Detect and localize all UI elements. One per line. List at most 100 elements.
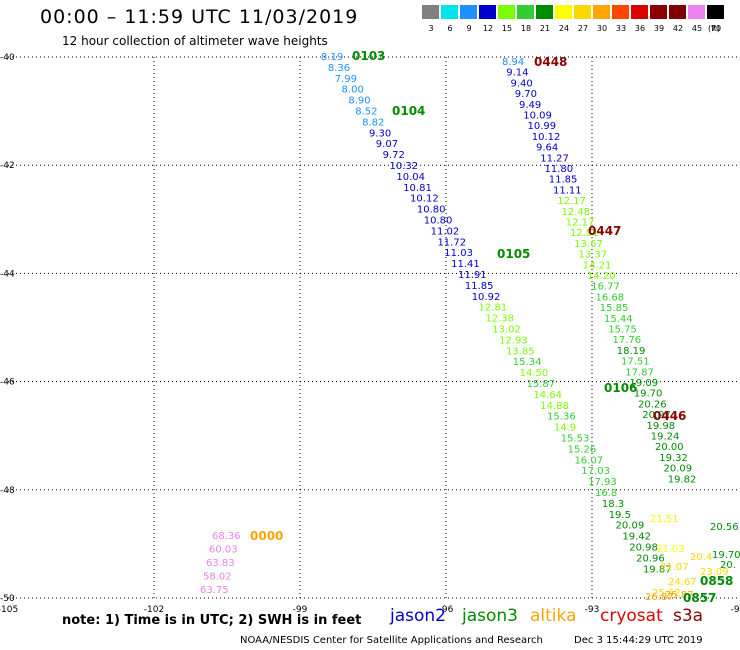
swh-value: 58.02 [203, 572, 232, 583]
swh-value: 14.88 [540, 401, 569, 412]
swh-value: 8.82 [362, 117, 384, 128]
swh-value: 19.70 [634, 389, 663, 400]
swh-value: 11.11 [553, 185, 582, 196]
swh-value: 9.49 [519, 100, 541, 111]
swh-value: 7.99 [335, 74, 357, 85]
swh-value: 19.82 [668, 474, 697, 485]
footer-org: NOAA/NESDIS Center for Satellite Applica… [240, 635, 543, 646]
swh-value: 19.09 [630, 378, 659, 389]
swh-value: 17.76 [613, 335, 642, 346]
swh-value: 9.72 [383, 150, 405, 161]
legend-label: 6 [447, 24, 453, 33]
lat-tick-label: -42 [0, 161, 15, 171]
swh-value: 20.98 [629, 543, 658, 554]
swh-value: 11.72 [437, 237, 466, 248]
swh-value: 20.97 [642, 410, 671, 421]
swh-value: 21.07 [660, 562, 689, 573]
swh-value: 11.41 [451, 259, 480, 270]
swh-value: 16.77 [591, 282, 620, 293]
swh-value: 10.80 [417, 205, 446, 216]
swh-value: 10.92 [472, 292, 501, 303]
legend-label: 36 [634, 24, 646, 33]
swh-value: 11.85 [549, 175, 578, 186]
swh-value: 14.21 [583, 260, 612, 271]
legend-swatch [612, 5, 629, 19]
legend-label: 27 [577, 24, 589, 33]
swh-value: 11.85 [465, 281, 494, 292]
swh-value: 20.56 [710, 522, 739, 533]
swh-value: 9.40 [511, 78, 533, 89]
legend-swatch [707, 5, 724, 19]
legend-label: 42 [672, 24, 684, 33]
swh-value: 10.09 [523, 111, 552, 122]
swh-value: 60.03 [209, 545, 238, 556]
swh-value: 25.87 [665, 590, 694, 601]
swh-value: 19.42 [622, 532, 651, 543]
swh-value: 15.85 [600, 303, 629, 314]
legend-swatch [574, 5, 591, 19]
swh-value: 17.51 [621, 357, 650, 368]
pass-time-label: 0858 [700, 574, 733, 588]
swh-value: 19.5 [609, 510, 631, 521]
legend-swatch [441, 5, 458, 19]
swh-value: 20.09 [616, 521, 645, 532]
swh-value: 12.17 [566, 218, 595, 229]
legend-swatch [517, 5, 534, 19]
swh-value: 19.87 [643, 564, 672, 575]
swh-value: 63.83 [206, 558, 235, 569]
swh-value: 12.93 [499, 335, 528, 346]
swh-value: 18.19 [617, 346, 646, 357]
swh-value: 10.32 [390, 161, 419, 172]
lon-tick-label: -105 [0, 605, 18, 615]
swh-value: 19.70 [712, 550, 740, 561]
swh-value: 12.38 [485, 314, 514, 325]
swh-value: 10.99 [528, 121, 557, 132]
swh-value: 13.37 [579, 250, 608, 261]
swh-value: 23.09 [700, 567, 729, 578]
pass-time-label: 0103 [352, 49, 385, 63]
swh-value: 11.03 [444, 248, 473, 259]
swh-value: 15.75 [608, 325, 637, 336]
swh-value: 8.00 [342, 85, 364, 96]
swh-value: 16.07 [574, 455, 603, 466]
footer-timestamp: Dec 3 15:44:29 UTC 2019 [574, 635, 703, 646]
lon-tick-label: -90 [731, 605, 740, 615]
lat-tick-label: -44 [0, 269, 15, 279]
legend-swatch [536, 5, 553, 19]
legend-label: 18 [520, 24, 532, 33]
lon-tick-label: -93 [585, 605, 600, 615]
swh-value: 10.81 [403, 183, 432, 194]
swh-value: 8.90 [348, 96, 370, 107]
swh-value: 12.81 [570, 228, 599, 239]
swh-value: 9.70 [515, 89, 537, 100]
swh-value: 12.17 [557, 196, 586, 207]
legend-swatch [555, 5, 572, 19]
swh-value: 21.51 [650, 514, 679, 525]
swh-value: 11.80 [545, 164, 574, 175]
legend-unit: (ft) [707, 24, 721, 33]
swh-value: 18.3 [602, 499, 624, 510]
pass-time-label: 0106 [604, 381, 637, 395]
swh-value: 21.03 [656, 544, 685, 555]
legend-label: 9 [466, 24, 472, 33]
legend-label: 33 [615, 24, 627, 33]
legend-label: 30 [596, 24, 608, 33]
swh-value: 19.98 [647, 421, 676, 432]
swh-value: 8.36 [328, 63, 350, 74]
legend-swatch [479, 5, 496, 19]
swh-value: 14.20 [587, 271, 616, 282]
swh-value: 17.93 [588, 477, 617, 488]
pass-time-label: 0105 [497, 247, 530, 261]
legend-label: 24 [558, 24, 570, 33]
satellite-s3a: s3a [673, 606, 704, 626]
pass-time-label: 0000 [250, 529, 283, 543]
swh-value: 17.03 [581, 466, 610, 477]
subtitle: 12 hour collection of altimeter wave hei… [62, 34, 328, 48]
swh-value: 20. [720, 560, 736, 571]
swh-value: 8.19 [321, 52, 343, 63]
legend-label: 45 [691, 24, 703, 33]
swh-value: 26.87 [645, 592, 674, 603]
swh-value: 68.36 [212, 531, 241, 542]
swh-value: 25.62 [652, 588, 681, 599]
legend-label: 12 [482, 24, 494, 33]
